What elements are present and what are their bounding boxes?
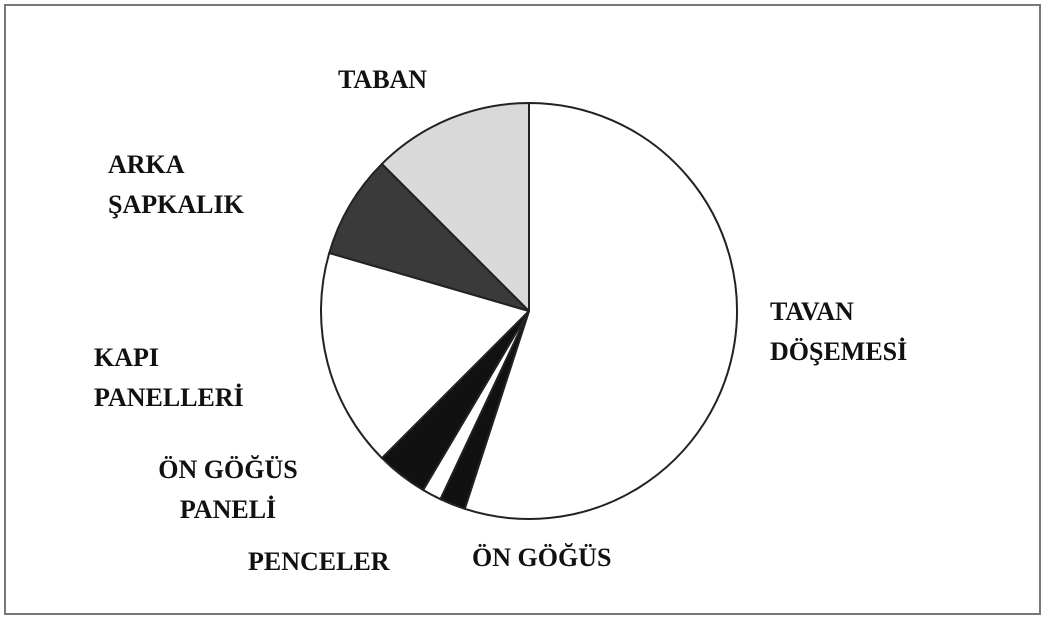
slice-label: ÖN GÖĞÜS PANELİ: [158, 455, 298, 524]
slice-label: TABAN: [338, 65, 428, 94]
pie-slice: [380, 102, 530, 312]
pie-slice: [320, 251, 530, 460]
frame: [4, 4, 1041, 615]
slice-label: KAPI PANELLERİ: [94, 343, 244, 412]
slice-label: PENCELER: [248, 547, 390, 576]
pie-slice: [328, 162, 530, 312]
pie-slice: [463, 102, 738, 520]
slice-label: ÖN GÖĞÜS: [472, 543, 612, 572]
slice-label: TAVAN DÖŞEMESİ: [770, 297, 908, 366]
slice-label: ARKA ŞAPKALIK: [108, 150, 244, 219]
